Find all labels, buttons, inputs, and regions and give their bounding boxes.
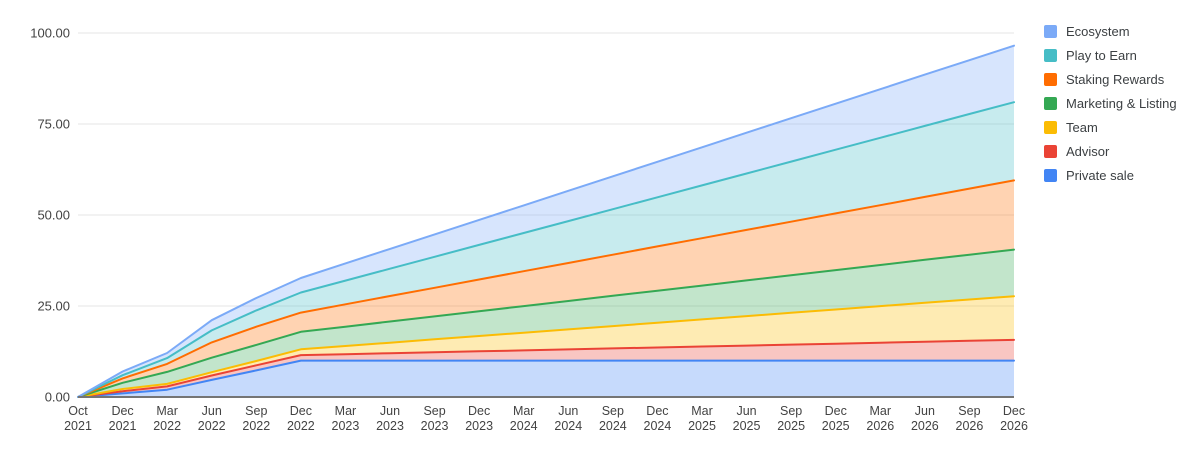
x-tick-label: Dec 2024: [644, 404, 672, 433]
x-tick-label: Dec 2026: [1000, 404, 1028, 433]
area-team: [78, 296, 1014, 397]
legend-label-marketing-listing: Marketing & Listing: [1066, 96, 1177, 111]
x-tick-label: Oct 2021: [64, 404, 92, 433]
legend-swatch-play-to-earn: [1044, 49, 1057, 62]
x-tick-label: Jun 2025: [733, 404, 761, 433]
legend-swatch-ecosystem: [1044, 25, 1057, 38]
x-tick-label: Dec 2021: [109, 404, 137, 433]
x-tick-label: Mar 2025: [688, 404, 716, 433]
legend-item-staking-rewards: Staking Rewards: [1044, 73, 1177, 86]
legend-label-play-to-earn: Play to Earn: [1066, 48, 1137, 63]
legend-label-advisor: Advisor: [1066, 144, 1110, 159]
legend-swatch-advisor: [1044, 145, 1057, 158]
x-tick-label: Jun 2026: [911, 404, 939, 433]
area-play-to-earn: [78, 102, 1014, 397]
chart-legend: Ecosystem Play to Earn Staking Rewards Mark…: [1044, 25, 1177, 182]
x-tick-label: Sep 2025: [777, 404, 805, 433]
legend-label-private-sale: Private sale: [1066, 168, 1134, 183]
legend-label-team: Team: [1066, 120, 1098, 135]
legend-item-private-sale: Private sale: [1044, 169, 1177, 182]
line-ecosystem: [77, 44, 1015, 398]
area-staking-rewards: [78, 180, 1014, 397]
y-tick-label: 25.00: [37, 299, 70, 314]
legend-label-staking-rewards: Staking Rewards: [1066, 72, 1165, 87]
line-play-to-earn: [77, 101, 1015, 398]
legend-swatch-staking-rewards: [1044, 73, 1057, 86]
x-tick-label: Jun 2024: [554, 404, 582, 433]
y-tick-label: 100.00: [30, 26, 70, 41]
area-private-sale: [78, 360, 1014, 397]
x-tick-label: Mar 2022: [153, 404, 181, 433]
y-tick-label: 50.00: [37, 208, 70, 223]
legend-item-ecosystem: Ecosystem: [1044, 25, 1177, 38]
line-team: [77, 295, 1015, 398]
x-tick-label: Mar 2024: [510, 404, 538, 433]
line-marketing-listing: [77, 248, 1015, 398]
legend-swatch-team: [1044, 121, 1057, 134]
legend-item-play-to-earn: Play to Earn: [1044, 49, 1177, 62]
x-tick-label: Sep 2024: [599, 404, 627, 433]
legend-item-marketing-listing: Marketing & Listing: [1044, 97, 1177, 110]
x-tick-label: Dec 2022: [287, 404, 315, 433]
x-tick-label: Sep 2022: [242, 404, 270, 433]
area-ecosystem: [78, 45, 1014, 397]
x-tick-label: Jun 2022: [198, 404, 226, 433]
y-tick-label: 75.00: [37, 117, 70, 132]
area-advisor: [78, 339, 1014, 397]
x-tick-label: Mar 2023: [332, 404, 360, 433]
legend-item-team: Team: [1044, 121, 1177, 134]
line-advisor: [77, 338, 1015, 398]
line-staking-rewards: [77, 179, 1015, 398]
legend-swatch-private-sale: [1044, 169, 1057, 182]
x-tick-label: Dec 2025: [822, 404, 850, 433]
legend-item-advisor: Advisor: [1044, 145, 1177, 158]
x-tick-label: Sep 2026: [956, 404, 984, 433]
x-tick-label: Jun 2023: [376, 404, 404, 433]
x-tick-label: Sep 2023: [421, 404, 449, 433]
area-marketing-listing: [78, 249, 1014, 397]
legend-swatch-marketing-listing: [1044, 97, 1057, 110]
x-tick-label: Dec 2023: [465, 404, 493, 433]
line-private-sale: [77, 359, 1015, 398]
y-tick-label: 0.00: [45, 390, 70, 405]
x-tick-label: Mar 2026: [866, 404, 894, 433]
legend-label-ecosystem: Ecosystem: [1066, 24, 1130, 39]
